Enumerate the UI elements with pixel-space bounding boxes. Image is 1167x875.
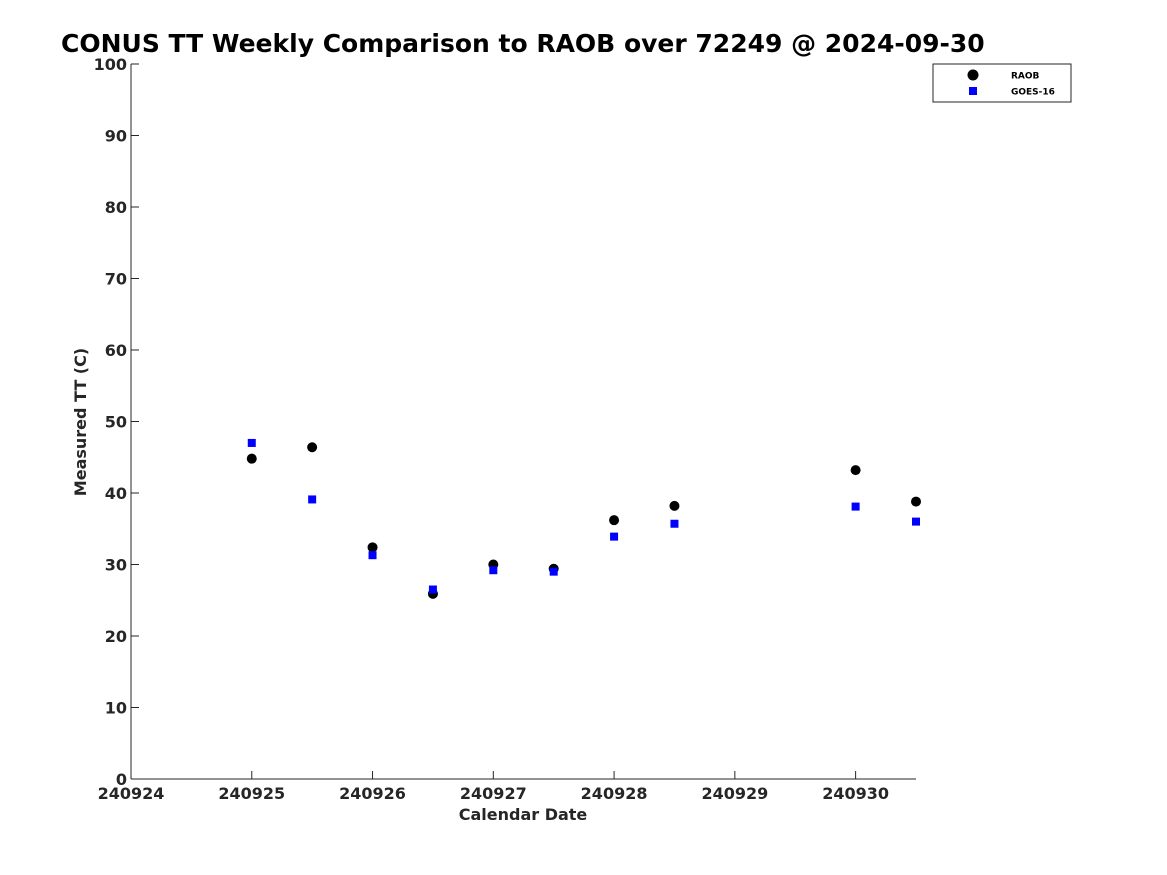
data-point-goes-16 [670,519,679,528]
y-tick-label: 20 [105,627,127,646]
y-tick-label: 50 [105,413,127,432]
y-tick-label: 70 [105,270,127,289]
data-point-raob [307,442,318,453]
data-point-goes-16 [428,585,437,594]
data-point-raob [669,500,680,511]
legend-box [932,63,1072,103]
y-tick-label: 90 [105,127,127,146]
y-tick-label: 60 [105,341,127,360]
x-tick-label: 240928 [581,784,648,803]
y-tick-label: 0 [116,770,127,789]
data-points [246,438,921,599]
data-point-goes-16 [247,438,256,447]
x-tick-label: 240930 [822,784,889,803]
x-tick-label: 240927 [460,784,527,803]
data-point-raob [609,515,620,526]
x-tick-label: 240929 [701,784,768,803]
x-axis-label: Calendar Date [459,805,588,824]
data-point-goes-16 [308,495,317,504]
data-point-goes-16 [851,502,860,511]
data-point-raob [246,453,257,464]
plot-axes [130,64,916,780]
x-ticks: 240924 240925 240926 240927 240928 240929 2409… [98,771,889,803]
chart-title: CONUS TT Weekly Comparison to RAOB over … [61,29,985,58]
x-tick-label: 240926 [339,784,406,803]
y-tick-label: 100 [94,55,127,74]
data-point-goes-16 [368,551,377,560]
y-tick-label: 10 [105,699,127,718]
legend-marker-raob [967,69,979,81]
legend: RAOB GOES-16 [932,63,1072,103]
y-ticks: 0 10 20 30 40 50 60 70 80 90 100 [94,55,139,789]
data-point-goes-16 [610,532,619,541]
legend-label-goes: GOES-16 [1011,88,1055,98]
data-point-raob [911,496,921,507]
data-point-goes-16 [549,567,558,576]
data-point-goes-16 [489,566,498,575]
y-tick-label: 80 [105,198,127,217]
data-point-goes-16 [912,517,920,526]
y-tick-label: 30 [105,556,127,575]
legend-marker-goes [969,87,977,95]
data-point-raob [850,465,861,476]
y-axis-label: Measured TT (C) [71,348,90,496]
x-tick-label: 240924 [98,784,165,803]
data-point-raob [367,542,378,553]
y-tick-label: 40 [105,484,127,503]
legend-label-raob: RAOB [1011,72,1040,82]
x-tick-label: 240925 [218,784,285,803]
